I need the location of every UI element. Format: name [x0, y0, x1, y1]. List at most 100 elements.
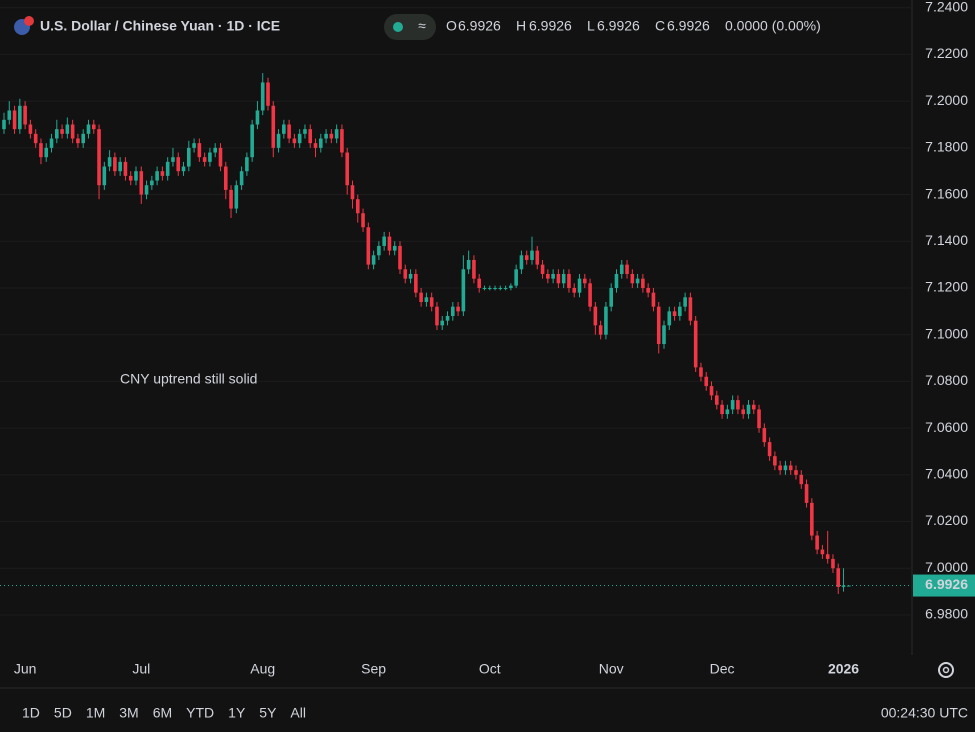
candle-body [678, 306, 682, 317]
y-tick-label: 7.1800 [925, 139, 968, 155]
candle-body [128, 175, 133, 181]
candle-body [271, 105, 276, 148]
candle-body [382, 236, 386, 246]
candle-body [313, 143, 318, 148]
status-pill[interactable] [384, 14, 436, 40]
y-tick-label: 7.1000 [925, 325, 968, 341]
candle-body [340, 129, 344, 153]
last-price-box [913, 574, 975, 597]
candle-body [815, 535, 819, 550]
candle-body [255, 110, 260, 125]
candle-body [202, 157, 207, 162]
range-button[interactable]: 1D [22, 705, 40, 721]
gear[interactable] [938, 662, 954, 678]
candle-body [535, 250, 540, 265]
y-tick-label: 7.0200 [925, 512, 968, 528]
candle-body [419, 292, 423, 302]
candle-body [334, 129, 339, 139]
candle-body [440, 320, 445, 326]
symbol-title: U.S. Dollar / Chinese Yuan · 1D · ICE [40, 18, 280, 34]
status-icon: ≈ [418, 18, 426, 34]
candle-body [60, 129, 64, 134]
candle-body [123, 161, 128, 176]
candle-body [192, 143, 196, 148]
candle-body [28, 124, 33, 134]
candle-body [720, 404, 724, 415]
candle-body [683, 297, 687, 307]
candle-body [408, 273, 413, 279]
candle-body [118, 161, 122, 172]
range-button[interactable]: 5D [54, 705, 72, 721]
toolbar: 00:24:30 UTC 1D 5D 1M 3M 6M YTD 1Y 5Y All [22, 705, 968, 721]
candle-body [2, 119, 6, 130]
candle-body [651, 292, 656, 307]
candle-body [39, 143, 43, 158]
candle-body [187, 147, 191, 167]
candle-body [635, 278, 640, 284]
candle-body [81, 133, 85, 144]
candle-body [767, 442, 772, 457]
candle-body [150, 180, 154, 186]
candle-body [773, 456, 777, 466]
ohlc-value: 6.9926 [597, 18, 640, 34]
candle-body [392, 245, 397, 251]
candle-body [435, 306, 439, 326]
annotation: CNY uptrend still solid [120, 371, 257, 387]
candle-body [33, 133, 38, 144]
x-tick-label: Dec [710, 661, 735, 677]
candle-body [260, 82, 265, 111]
range-button[interactable]: 5Y [259, 705, 277, 721]
x-tick-label: Jun [14, 661, 37, 677]
y-tick-label: 7.0000 [925, 559, 968, 575]
candle-body [213, 147, 217, 153]
candle-body [223, 166, 228, 190]
ohlc-value: 6.9926 [667, 18, 710, 34]
y-tick-label: 7.1400 [925, 232, 968, 248]
candle-body [445, 316, 450, 321]
candle-body [799, 474, 804, 485]
settings-icon[interactable] [938, 662, 954, 678]
y-tick-label: 7.0800 [925, 372, 968, 388]
candle-body [487, 287, 492, 289]
candle-body [810, 502, 814, 536]
candle-body [86, 124, 91, 134]
candle-body [477, 278, 481, 288]
change: 0.0000 (0.00%) [725, 18, 821, 34]
y-tick-label: 7.2000 [925, 92, 968, 108]
candle-body [630, 273, 635, 284]
range-button[interactable]: 3M [119, 705, 138, 721]
candle-body [466, 259, 471, 270]
candle-body [282, 124, 286, 134]
candle-body [503, 287, 508, 289]
candle-body [176, 157, 181, 172]
candle-body [736, 400, 740, 410]
candle-body [715, 395, 719, 405]
candle-body [746, 404, 751, 415]
candle-body [329, 133, 334, 139]
candle-body [324, 133, 328, 139]
candle-body [524, 255, 529, 260]
range-button[interactable]: 1Y [228, 705, 246, 721]
candle-body [672, 311, 677, 317]
candle-body [303, 129, 307, 134]
candle-body [366, 227, 371, 265]
candle-body [688, 297, 693, 321]
candle-body [461, 269, 466, 312]
candle-body [656, 306, 661, 345]
candle-body [514, 269, 518, 286]
candle-body [783, 465, 788, 471]
range-button[interactable]: 6M [153, 705, 172, 721]
x-tick-label: 2026 [828, 661, 859, 677]
candle-body [292, 138, 297, 144]
range-button[interactable]: All [290, 705, 306, 721]
candle-body [245, 157, 249, 172]
candle-body [234, 185, 239, 209]
candle-body [836, 568, 841, 587]
candle-body [377, 245, 381, 256]
range-button[interactable]: YTD [186, 705, 214, 721]
range-button[interactable]: 1M [86, 705, 105, 721]
candle-body [757, 409, 761, 429]
candle-body [456, 306, 460, 312]
candle-body [741, 409, 745, 415]
candle-body [55, 129, 59, 139]
